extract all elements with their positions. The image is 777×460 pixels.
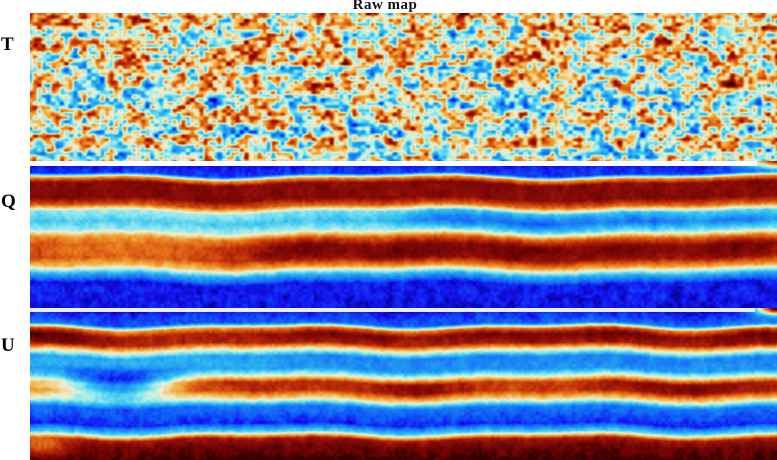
panel-separator bbox=[30, 308, 755, 312]
t-map-heatmap bbox=[30, 13, 777, 161]
panel-separator bbox=[30, 161, 757, 166]
q-map-heatmap bbox=[30, 161, 777, 308]
panel-label-q: Q bbox=[1, 191, 16, 212]
panel-label-t: T bbox=[1, 34, 14, 55]
figure-title: Raw map bbox=[352, 0, 418, 13]
u-map-heatmap bbox=[30, 308, 777, 460]
panel-label-u: U bbox=[1, 335, 15, 356]
